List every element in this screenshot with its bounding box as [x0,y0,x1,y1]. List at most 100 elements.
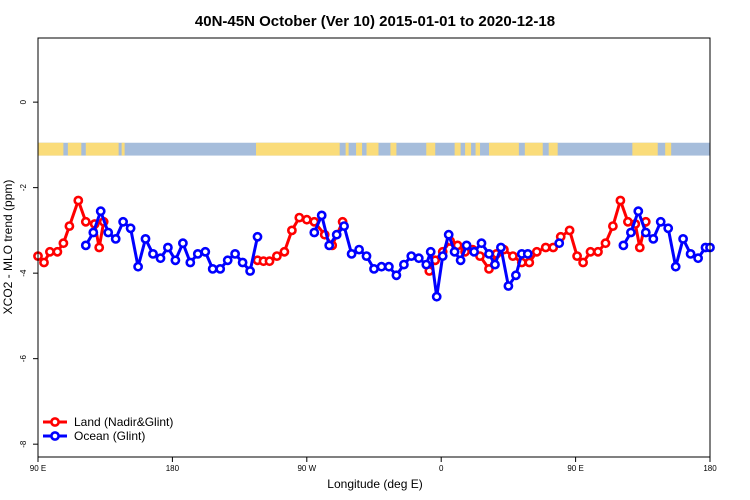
y-tick-label: -2 [19,184,28,192]
data-point [655,216,666,227]
data-point [522,248,533,259]
data-point [564,225,575,236]
data-point [252,231,263,242]
data-point [633,206,644,217]
data-point [503,281,514,291]
data-point [618,240,629,251]
data-point [58,238,69,249]
data-point [476,238,487,249]
data-point [110,233,121,244]
data-point [531,246,542,257]
x-axis: 90 E 180 90 W 0 90 E 180 [30,457,717,473]
chart-title: 40N-45N October (Ver 10) 2015-01-01 to 2… [195,13,555,30]
data-point [626,227,636,238]
data-point [495,242,506,253]
strip-land-segment [67,142,82,156]
data-point [398,259,409,270]
data-point [600,238,611,249]
data-point [185,257,196,268]
series-line [257,216,344,263]
data-point [286,225,297,236]
data-point [309,227,320,238]
data-point [39,257,49,268]
series-layer [33,195,715,302]
data-point [511,270,521,281]
data-point [391,270,402,281]
strip-land-segment [548,142,558,156]
data-point [118,216,128,227]
strip-land-segment [665,142,672,156]
data-point [413,253,424,264]
data-point [461,240,472,251]
data-point [572,251,582,261]
data-point [484,248,494,259]
data-point [103,227,114,238]
strip-land-segment [632,142,658,156]
data-point [663,223,674,234]
data-point [524,257,535,268]
strip-land-segment [38,142,64,156]
data-point [52,246,63,257]
data-point [80,240,91,251]
data-point [369,263,379,274]
strip-land-segment [356,142,363,156]
data-point [324,240,335,251]
data-point [678,233,688,244]
data-point [693,253,703,264]
data-point [685,248,696,259]
strip-land-segment [488,142,519,156]
y-tick-label: -6 [19,355,28,363]
data-point [648,233,659,244]
data-point [222,255,233,266]
data-point [64,221,75,231]
x-axis-label: Longitude (deg E) [327,477,422,491]
data-point [140,233,151,244]
x-tick-label: 90 W [297,464,316,473]
data-point [437,251,448,261]
series-land [33,195,651,276]
data-point [73,195,84,206]
data-point [294,212,305,223]
strip-land-segment [85,142,119,156]
data-point [443,229,454,240]
data-point [230,248,240,259]
y-tick-label: 0 [19,99,28,104]
data-point [634,242,645,253]
strip-land-segment [366,142,379,156]
data-point [88,227,99,238]
y-axis-label: XCO2 - MLO trend (ppm) [1,180,15,315]
x-tick-label: 180 [166,464,180,473]
data-point [490,259,500,270]
strip-land-segment [524,142,543,156]
data-point [425,246,436,257]
strip-land-segment [345,142,349,156]
data-point [554,238,565,249]
data-point [125,223,136,234]
data-point [640,227,651,238]
strip-land-segment [426,142,436,156]
legend-marker [50,431,60,441]
data-point [449,246,460,257]
legend-item: Land (Nadir&Glint) [43,415,173,429]
data-point [207,263,218,274]
data-point [245,266,255,276]
data-point [155,253,166,264]
data-point [578,257,588,268]
data-point [608,221,618,231]
strip-land-segment [465,142,472,156]
data-point [316,210,327,221]
legend-marker [50,417,60,427]
x-tick-label: 90 E [30,464,46,473]
y-tick-label: -8 [19,440,28,448]
data-point [279,246,290,257]
data-point [354,244,364,255]
data-point [301,214,312,225]
data-point [331,229,342,240]
strip-land-segment [475,142,481,156]
legend-label: Ocean (Glint) [74,429,145,443]
data-point [95,206,106,217]
y-axis: 0 -2 -4 -6 -8 [19,99,38,448]
surface-type-strip [38,142,710,156]
strip-land-segment [256,142,340,156]
